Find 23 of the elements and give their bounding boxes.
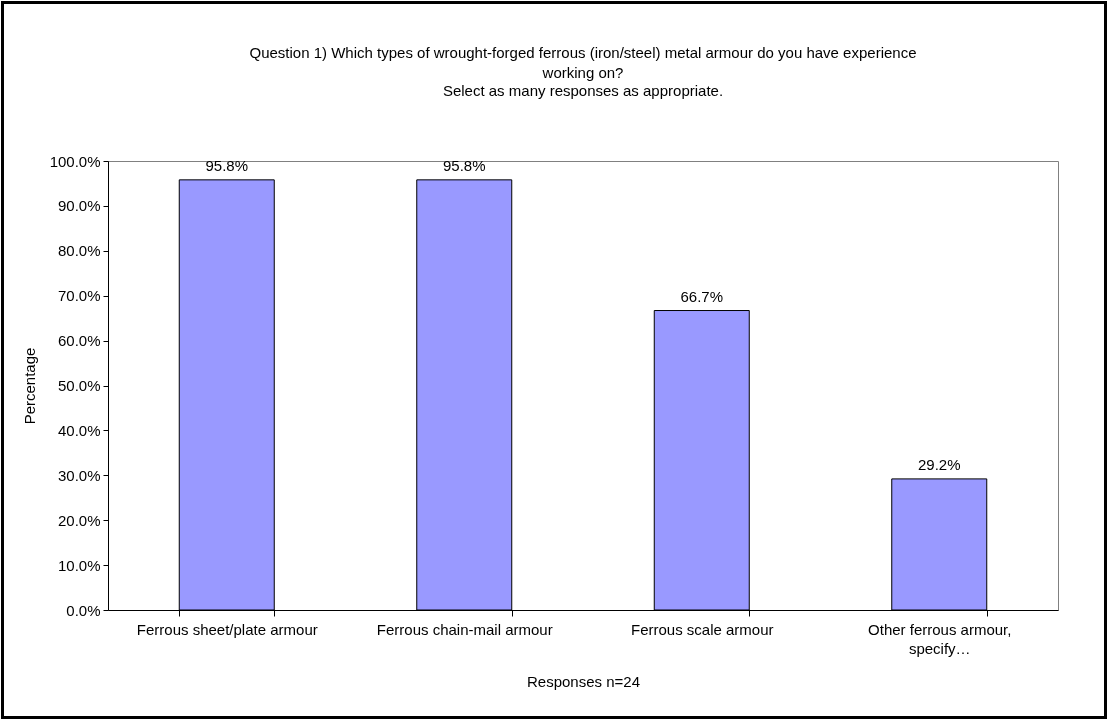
y-tick-label: 10.0% (57, 556, 101, 574)
data-label: 95.8% (205, 156, 249, 174)
y-tick-label: 60.0% (57, 332, 101, 350)
chart-title: Question 1) Which types of wrought-forged ferrous (iron/steel) metal armour do you have experience working on? (249, 44, 917, 81)
chart-subtitle: Select as many responses as appropriate. (442, 82, 724, 99)
x-tick-label: Other ferrous armour, specify… (868, 620, 1012, 657)
y-tick-label: 70.0% (57, 287, 101, 305)
x-tick-label: Ferrous scale armour (630, 620, 774, 638)
x-tick-label: Ferrous chain-mail armour (376, 620, 553, 638)
y-axis-title: Percentage (20, 347, 38, 425)
y-tick-label: 40.0% (57, 421, 101, 439)
y-tick-label: 100.0% (49, 152, 101, 170)
y-tick-label: 0.0% (66, 601, 101, 619)
y-tick-label: 30.0% (57, 466, 101, 484)
y-tick-label: 50.0% (57, 377, 101, 394)
y-tick-label: 90.0% (57, 197, 101, 215)
data-label: 29.2% (917, 455, 961, 473)
data-label: 66.7% (680, 287, 724, 305)
x-tick-label: Ferrous sheet/plate armour (136, 620, 318, 638)
y-tick-label: 20.0% (57, 511, 101, 529)
x-axis-title: Responses n=24 (527, 672, 640, 690)
y-tick-label: 80.0% (57, 242, 101, 260)
data-label: 95.8% (442, 156, 486, 174)
